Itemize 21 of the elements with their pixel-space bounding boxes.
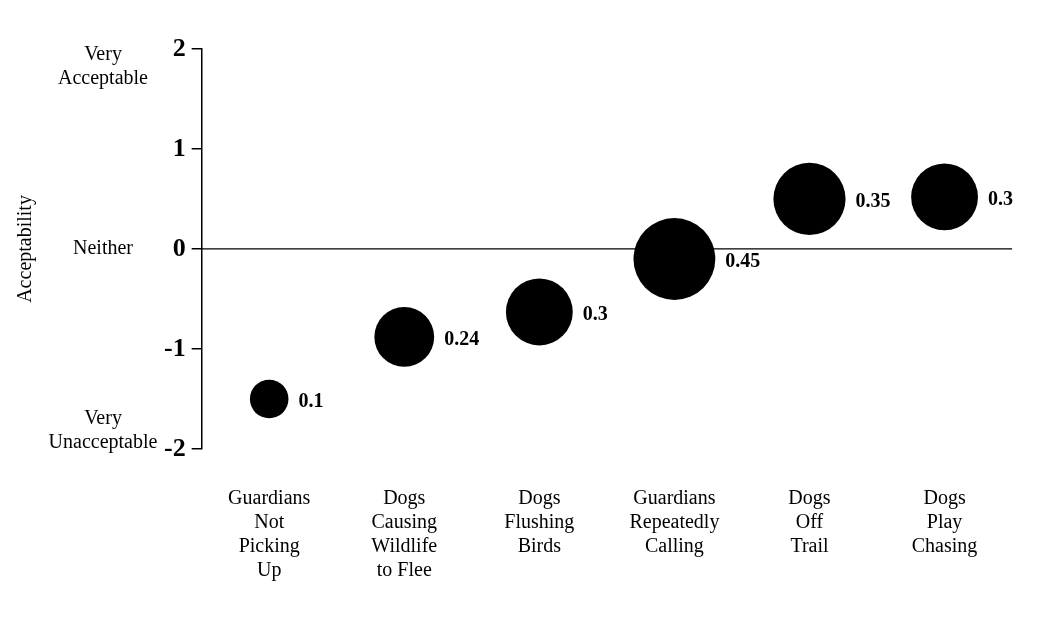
text: Neither [73, 236, 134, 259]
y-tick-label: 2 [172, 32, 186, 62]
text: Acceptability [13, 195, 37, 303]
y-tick-label: 1 [172, 132, 186, 162]
y-tick-label: 0 [172, 232, 186, 262]
x-tick-label: Dogs Causing Wildlife to Flee [371, 486, 438, 581]
data-label: 0.3 [987, 187, 1013, 210]
x-tick-label: Guardians Repeatedly Calling [629, 486, 720, 558]
data-label: 0.1 [298, 389, 324, 412]
x-tick-label: Dogs Play Chasing [911, 486, 978, 558]
x-tick-label: Dogs Off Trail [788, 486, 831, 557]
x-tick-label: Guardians Not Picking Up [228, 486, 311, 582]
data-label: 0.24 [444, 327, 480, 350]
y-tick-label: -2 [163, 432, 186, 462]
y-tick-label: -1 [163, 332, 186, 362]
text: Very Unacceptable [48, 406, 158, 454]
text: Very Acceptable [58, 42, 149, 90]
data-label: 0.45 [725, 249, 761, 272]
data-label: 0.35 [855, 189, 891, 212]
x-tick-label: Dogs Flushing Birds [504, 486, 575, 557]
data-label: 0.3 [582, 302, 608, 325]
